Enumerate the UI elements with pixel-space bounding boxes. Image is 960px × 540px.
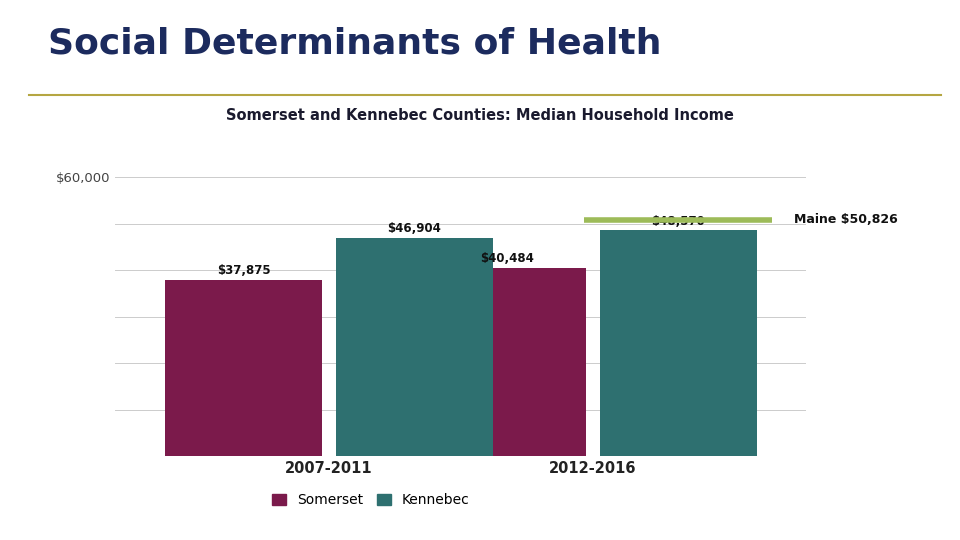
Bar <box>336 238 492 456</box>
Text: Social Determinants of Health: Social Determinants of Health <box>48 27 661 61</box>
Text: $40,484: $40,484 <box>480 252 534 265</box>
Legend: Somerset, Kennebec: Somerset, Kennebec <box>267 488 475 513</box>
Text: $48,570: $48,570 <box>651 214 705 227</box>
Bar <box>429 268 586 456</box>
Bar <box>600 231 756 456</box>
Text: Maine $50,826: Maine $50,826 <box>794 213 898 226</box>
Bar <box>165 280 322 456</box>
Text: $46,904: $46,904 <box>388 222 442 235</box>
Text: $37,875: $37,875 <box>217 264 271 278</box>
Text: Somerset and Kennebec Counties: Median Household Income: Somerset and Kennebec Counties: Median H… <box>226 108 734 123</box>
Text: 23: 23 <box>909 512 926 526</box>
